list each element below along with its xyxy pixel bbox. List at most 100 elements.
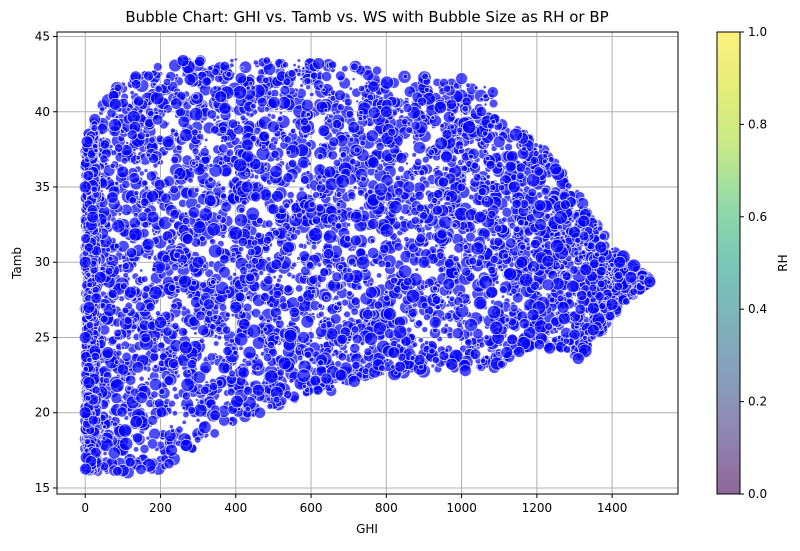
bubble (484, 103, 487, 106)
bubble (589, 284, 597, 292)
bubble (142, 221, 149, 228)
bubble (155, 311, 160, 316)
bubble (188, 406, 196, 414)
bubble (127, 130, 137, 140)
bubble (321, 373, 332, 384)
bubble (139, 376, 144, 381)
bubble (484, 335, 489, 340)
bubble (414, 158, 422, 166)
bubble (187, 370, 191, 374)
bubble (301, 315, 314, 328)
bubble (233, 272, 237, 276)
bubble (230, 59, 234, 63)
bubble (305, 63, 308, 66)
bubble (483, 149, 487, 153)
bubble (510, 304, 518, 312)
bubble (226, 71, 232, 77)
bubble (500, 268, 503, 271)
bubble (375, 169, 379, 173)
bubble (347, 268, 352, 273)
bubble (149, 286, 163, 300)
bubble (376, 273, 381, 278)
bubble (239, 207, 245, 213)
bubble (152, 114, 163, 125)
bubble (358, 116, 363, 121)
bubble (304, 77, 311, 84)
bubble (217, 335, 222, 340)
bubble (333, 159, 340, 166)
bubble (207, 109, 217, 119)
bubble (395, 187, 404, 196)
bubble (176, 426, 183, 433)
bubble (527, 163, 531, 167)
bubble (408, 308, 417, 317)
bubble (213, 86, 217, 90)
bubble (531, 156, 539, 164)
bubble (298, 243, 303, 248)
bubble (312, 312, 315, 315)
bubble (520, 244, 526, 250)
bubble (212, 68, 220, 76)
bubble (209, 163, 213, 167)
bubble (428, 149, 434, 155)
bubble (473, 173, 481, 181)
bubble (201, 120, 204, 123)
bubble (597, 280, 605, 288)
bubble (522, 146, 527, 151)
bubble (513, 226, 520, 233)
bubble (170, 428, 174, 432)
bubble (221, 234, 226, 239)
bubble (182, 233, 193, 244)
bubble (277, 116, 283, 122)
bubble (599, 233, 606, 240)
bubble (330, 314, 341, 325)
bubble (251, 192, 261, 202)
bubble (141, 276, 148, 283)
bubble (597, 226, 602, 231)
bubble (204, 166, 208, 170)
bubble (165, 444, 177, 456)
bubble (432, 356, 439, 363)
bubble (213, 315, 218, 320)
bubble (391, 365, 396, 370)
bubble (338, 353, 347, 362)
bubble (150, 92, 163, 105)
bubble (161, 193, 172, 204)
bubble (317, 284, 321, 288)
bubble (468, 154, 473, 159)
bubble (272, 229, 279, 236)
bubble (256, 367, 260, 371)
bubble (548, 156, 554, 162)
bubble (498, 184, 504, 190)
bubble (254, 174, 259, 179)
bubble (337, 104, 344, 111)
bubble (111, 393, 122, 404)
bubble (240, 115, 246, 121)
bubble (132, 362, 144, 374)
bubble (358, 85, 364, 91)
bubble (563, 346, 570, 353)
bubble (424, 340, 428, 344)
bubble (405, 307, 408, 310)
bubble (227, 388, 235, 396)
bubble (282, 62, 288, 68)
bubble (380, 244, 390, 254)
bubble (333, 112, 336, 115)
bubble (553, 327, 557, 331)
bubble (255, 232, 262, 239)
bubble (233, 85, 247, 99)
bubble (142, 238, 154, 250)
bubble (129, 197, 137, 205)
bubble (251, 240, 258, 247)
bubble (351, 63, 359, 71)
bubble (394, 371, 398, 375)
bubble (162, 254, 171, 263)
bubble (555, 262, 559, 266)
bubble (292, 262, 297, 267)
bubble (146, 171, 156, 181)
bubble (263, 77, 270, 84)
bubble (563, 338, 570, 345)
bubble (516, 163, 526, 173)
bubble (454, 243, 464, 253)
bubble (599, 302, 606, 309)
